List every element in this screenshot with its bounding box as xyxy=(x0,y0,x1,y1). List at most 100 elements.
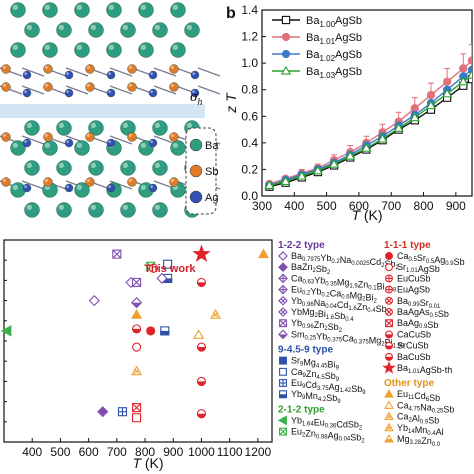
legend-marker xyxy=(385,319,393,328)
data-point xyxy=(467,56,472,65)
legend-marker xyxy=(385,274,393,283)
ba-atom xyxy=(152,22,168,38)
ba-atom xyxy=(56,120,72,136)
ag-atom xyxy=(22,70,32,80)
ba-atom xyxy=(120,202,136,218)
bottom-panel: 400 500 600 700 800 900 1000 1100 1200 T (K) This … xyxy=(0,239,465,471)
ba-atom xyxy=(170,2,186,18)
ag-atom xyxy=(106,70,116,80)
x-tick-label: 600 xyxy=(79,445,99,459)
legend-entry: Eu0.2Yb0.2Ca0.6Mg2Bi2 xyxy=(278,284,377,305)
data-point xyxy=(458,76,469,86)
legend-entry-label: Eu11Cd6Sb xyxy=(397,389,440,403)
data-point xyxy=(264,180,275,189)
scatter-point xyxy=(196,277,207,287)
atom-legend-item-sb: Sb xyxy=(189,164,218,178)
bond xyxy=(153,85,177,95)
legend-group: 1-1-1 typeCa0.5Sr0.5Ag0.9SbSr1.01AgSbEuC… xyxy=(382,240,465,375)
comparison-legend: 1-2-2 typeBa0.7975Yb0.2Na0.0025Cd2Sb2BaZ… xyxy=(277,240,465,448)
sb-atom xyxy=(169,177,179,187)
x-tick-label: 500 xyxy=(50,445,70,459)
sb-atom xyxy=(85,177,95,187)
mirror-plane xyxy=(0,104,205,118)
ba-atom xyxy=(74,182,90,198)
ag-atom xyxy=(64,88,74,98)
ba-atom xyxy=(120,22,136,38)
bond xyxy=(21,85,45,95)
legend-marker xyxy=(278,273,288,284)
legend-group-title: 9-4.5-9 type xyxy=(278,345,333,356)
legend-marker xyxy=(278,295,288,306)
legend-entry: Eu2Zn0.98Ag0.04Sb2 xyxy=(279,427,365,445)
legend-group: 2-1-2 typeYb1.64Eu0.36CdSb2Eu2Zn0.98Ag0.… xyxy=(277,404,365,445)
data-point xyxy=(345,150,356,160)
legend-entry: BaAg0.9Sb xyxy=(385,318,438,330)
legend-marker xyxy=(278,284,288,295)
zt-legend-label: Ba1.00AgSb xyxy=(306,15,362,29)
legend-entry-label: Ca0.5Sr0.5Ag0.9Sb xyxy=(397,251,465,267)
sb-atom xyxy=(127,64,137,74)
atom-legend-item-ba: Ba xyxy=(189,138,219,152)
atom-legend-label: Ag xyxy=(205,192,218,204)
legend-entry: Yb1.64Eu0.36CdSb2 xyxy=(277,415,363,431)
ag-atom xyxy=(106,88,116,98)
legend-marker xyxy=(280,65,292,75)
bond xyxy=(21,67,45,77)
bond xyxy=(21,180,45,190)
ag-atom xyxy=(190,88,200,98)
y-tick-label: 1.4 xyxy=(241,3,258,17)
legend-group-title: 1-2-2 type xyxy=(278,240,325,251)
bond xyxy=(109,135,133,145)
structure-atoms xyxy=(0,2,221,218)
legend-entry-label: EuAgSb xyxy=(397,285,430,295)
legend-entry: Eu9Cd3.75Ag1.42Sb9 xyxy=(279,378,366,396)
legend-marker xyxy=(385,341,393,350)
ag-atom xyxy=(190,70,200,80)
bond xyxy=(153,135,177,145)
legend-marker xyxy=(382,360,396,374)
legend-entry: BaAgAs0.5Sb xyxy=(385,307,449,319)
data-point xyxy=(442,77,452,86)
atom-legend: Ba Sb Ag xyxy=(189,138,219,204)
x-tick-label: 1000 xyxy=(188,445,215,459)
scatter-point xyxy=(196,409,207,419)
legend-marker xyxy=(384,422,394,432)
data-point xyxy=(409,112,420,122)
scatter-point xyxy=(257,248,270,259)
legend-entry-label: Ba1.01AgSb-th xyxy=(397,363,452,375)
legend-marker xyxy=(279,390,287,399)
ba-atom xyxy=(184,22,200,38)
bond xyxy=(197,85,221,95)
ba-atom xyxy=(88,202,104,218)
zt-legend-item: Ba1.00AgSb xyxy=(272,15,362,29)
legend-entry-label: CaCuSb xyxy=(397,329,431,339)
series-1.03 xyxy=(264,69,472,189)
legend-entry-label: Ca9Zn4.5Sb9 xyxy=(291,367,340,383)
legend-group: 9-4.5-9 typeSr9Mg4.45Bi9Ca9Zn4.5Sb9Eu9Cd… xyxy=(278,345,366,406)
legend-entry: Yb0.96Na0.04Cd1.6Zn0.4Sb2 xyxy=(278,295,391,316)
legend-entry: Yb9Mn4.2Sb9 xyxy=(279,389,341,405)
sb-atom xyxy=(43,177,53,187)
legend-group-title: 1-1-1 type xyxy=(384,240,431,251)
legend-entry: Ba0.7975Yb0.2Na0.0025Cd2Sb2 xyxy=(278,251,399,271)
sb-atom xyxy=(127,82,137,92)
legend-marker xyxy=(384,389,394,398)
panel-b: b 0.0 0.2 0.4 0.6 0.8 1.0 1.2 1.4 300 400 500 600 70… xyxy=(223,3,473,223)
zt-legend-item: Ba1.03AgSb xyxy=(272,65,362,80)
series-1.01 xyxy=(265,44,472,189)
x-axis-label: T (K) xyxy=(351,207,382,223)
legend-marker xyxy=(281,15,291,25)
ba-atom xyxy=(42,42,58,58)
legend-entry-label: BaAg0.9Sb xyxy=(397,318,438,330)
legend-entry-label: Ca4.75Na0.25Sb xyxy=(397,400,454,414)
legend-entry-label: SrCuSb xyxy=(397,341,429,351)
legend-entry-label: Eu0.2Yb0.2Ca0.6Mg2Bi2 xyxy=(291,285,377,305)
scatter-point xyxy=(0,325,12,337)
ag-atom xyxy=(64,70,74,80)
legend-marker xyxy=(277,415,287,426)
ba-atom xyxy=(152,202,168,218)
scatter-point xyxy=(156,272,168,284)
legend-entry-label: BaZn2Sb2 xyxy=(291,262,331,276)
comparison-chart: 400 500 600 700 800 900 1000 1100 1200 T (K) This … xyxy=(0,239,273,471)
x-tick-label: 1100 xyxy=(217,445,243,459)
